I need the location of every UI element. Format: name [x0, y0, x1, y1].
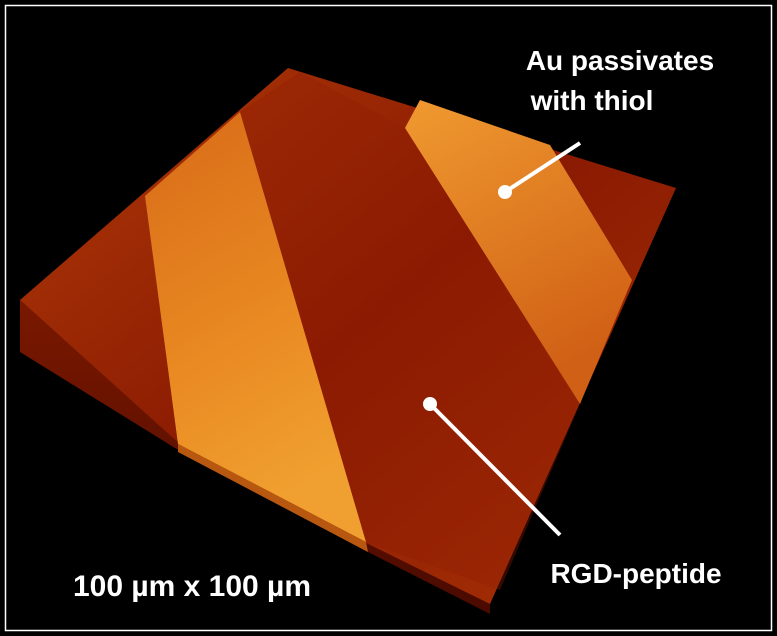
- annotation-label: RGD-peptide: [550, 558, 721, 589]
- page: {"annotations": [ {"lines": ["Au passiva…: [0, 0, 777, 636]
- pointer-dot: [423, 397, 437, 411]
- pointer-dot: [498, 185, 512, 199]
- scale-label: 100 µm x 100 µm: [73, 570, 311, 603]
- afm-figure: Au passivates with thiol RGD-peptide 100…: [0, 0, 777, 636]
- annotation-label: Au passivates: [526, 45, 714, 76]
- annotation-label: with thiol: [530, 85, 654, 116]
